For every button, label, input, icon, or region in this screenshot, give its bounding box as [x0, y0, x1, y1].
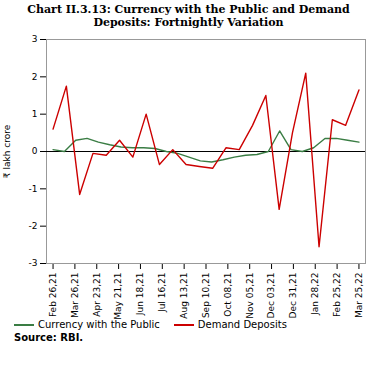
svg-text:Dec 31,21: Dec 31,21 [288, 273, 298, 319]
html-text:Currency with the Public: Currency with the Public [38, 319, 160, 331]
html-text:Source: RBI.: Source: RBI. [14, 332, 84, 344]
svg-text:Jan 28,22: Jan 28,22 [310, 273, 320, 317]
svg-text:Oct 08,21: Oct 08,21 [223, 273, 233, 317]
svg-text:3: 3 [32, 35, 38, 45]
svg-text:0: 0 [32, 147, 38, 157]
svg-text:Mar 25,22: Mar 25,22 [354, 273, 364, 319]
svg-text:May 21,21: May 21,21 [113, 273, 123, 320]
html-text:Demand Deposits: Demand Deposits [197, 319, 287, 331]
svg-text:Mar 26,21: Mar 26,21 [70, 273, 80, 319]
svg-text:Apr 23,21: Apr 23,21 [92, 273, 102, 317]
svg-text:Aug 13,21: Aug 13,21 [179, 273, 189, 319]
svg-text:Nov 05,21: Nov 05,21 [245, 273, 255, 319]
svg-text:1: 1 [32, 109, 38, 119]
svg-text:Jul 16,21: Jul 16,21 [157, 273, 167, 314]
svg-text:Dec 03,21: Dec 03,21 [266, 273, 276, 319]
svg-text:Feb 26,21: Feb 26,21 [48, 273, 58, 318]
svg-text:-3: -3 [29, 259, 38, 269]
svg-text:₹ lakh crore: ₹ lakh crore [2, 125, 12, 179]
svg-text:Jun 18,21: Jun 18,21 [135, 273, 145, 317]
svg-text:Feb 25,22: Feb 25,22 [332, 273, 342, 318]
svg-text:2: 2 [32, 72, 38, 82]
html-text:Chart II.3.13: Currency with t: Chart II.3.13: Currency with the Public … [27, 3, 350, 30]
svg-text:-2: -2 [29, 221, 38, 231]
svg-text:-1: -1 [29, 184, 38, 194]
svg-text:Sep 10,21: Sep 10,21 [201, 273, 211, 319]
